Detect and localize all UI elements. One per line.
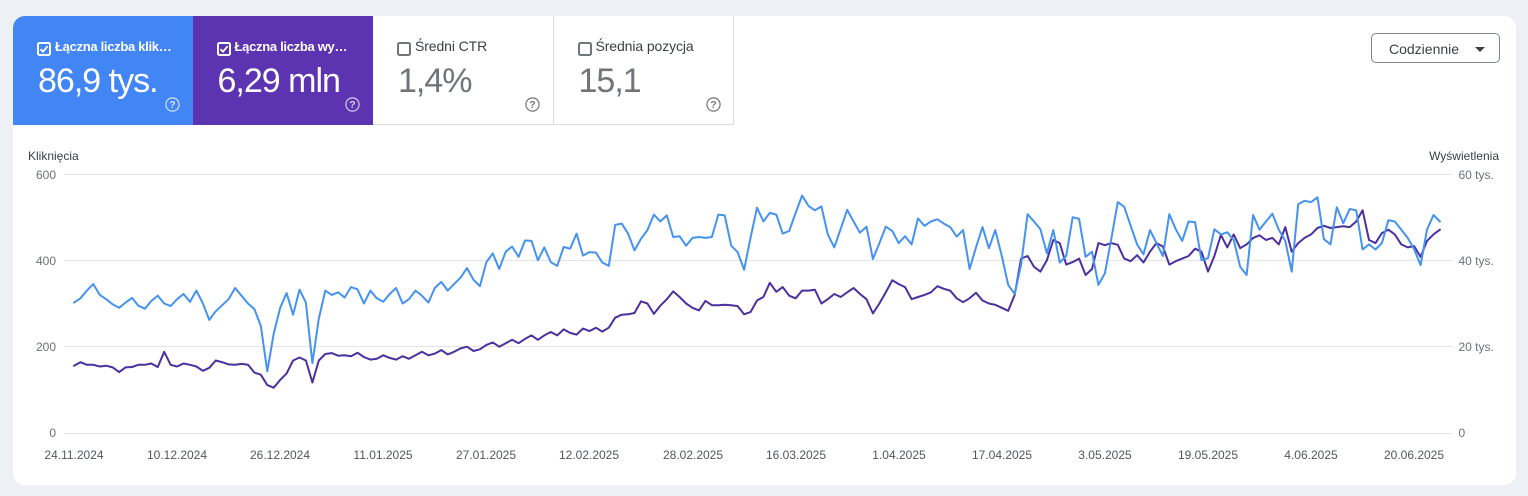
svg-text:?: ? [710, 99, 716, 111]
svg-text:?: ? [169, 99, 175, 111]
svg-text:?: ? [529, 99, 535, 111]
svg-text:?: ? [349, 99, 355, 111]
